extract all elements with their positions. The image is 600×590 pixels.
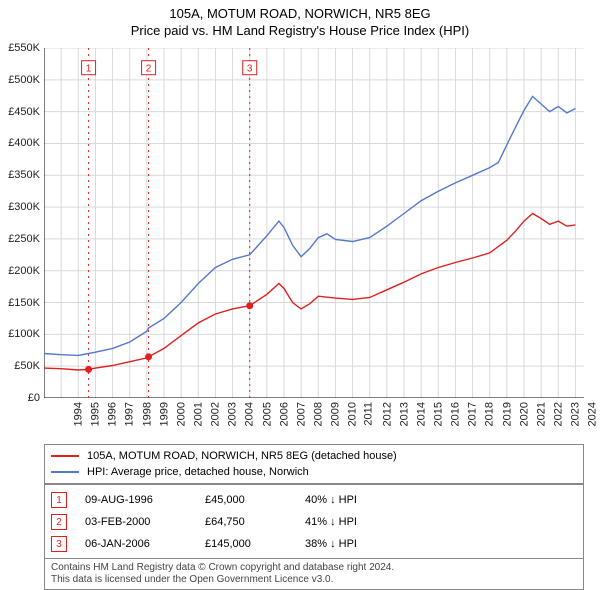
chart-svg: 1 2 3 — [44, 48, 584, 398]
legend-label: HPI: Average price, detached house, Norw… — [87, 466, 309, 478]
x-tick-label: 2012 — [381, 402, 393, 426]
event-row: 1 09-AUG-1996£45,00040% ↓ HPI — [45, 489, 583, 511]
x-tick-label: 2005 — [261, 402, 273, 426]
x-tick-label: 2011 — [363, 402, 375, 426]
event-date: 09-AUG-1996 — [85, 494, 205, 506]
x-tick-label: 2023 — [570, 402, 582, 426]
x-tick-label: 2020 — [518, 402, 530, 426]
y-tick-label: £100K — [0, 328, 40, 340]
x-tick-label: 1995 — [90, 402, 102, 426]
x-tick-label: 2007 — [295, 402, 307, 426]
x-tick-label: 2001 — [192, 402, 204, 426]
x-tick-label: 2017 — [467, 402, 479, 426]
legend-box: 105A, MOTUM ROAD, NORWICH, NR5 8EG (deta… — [44, 444, 584, 484]
chart-subtitle: Price paid vs. HM Land Registry's House … — [0, 21, 600, 42]
y-tick-label: £0 — [0, 392, 40, 404]
y-tick-label: £400K — [0, 137, 40, 149]
x-tick-label: 2015 — [432, 402, 444, 426]
x-tick-label: 2013 — [398, 402, 410, 426]
y-tick-label: £250K — [0, 233, 40, 245]
y-tick-label: £50K — [0, 360, 40, 372]
x-tick-label: 2021 — [535, 402, 547, 426]
x-tick-label: 2009 — [330, 402, 342, 426]
x-tick-label: 2019 — [501, 402, 513, 426]
legend-row: HPI: Average price, detached house, Norw… — [51, 464, 577, 480]
x-tick-label: 2000 — [175, 402, 187, 426]
y-tick-label: £200K — [0, 265, 40, 277]
event-marker-icon: 3 — [51, 536, 67, 552]
x-tick-label: 2004 — [244, 402, 256, 426]
event-date: 06-JAN-2006 — [85, 538, 205, 550]
credits-box: Contains HM Land Registry data © Crown c… — [44, 558, 584, 590]
x-tick-label: 2010 — [347, 402, 359, 426]
events-box: 1 09-AUG-1996£45,00040% ↓ HPI 2 03-FEB-2000… — [44, 484, 584, 560]
y-tick-label: £350K — [0, 169, 40, 181]
y-tick-label: £500K — [0, 74, 40, 86]
legend-row: 105A, MOTUM ROAD, NORWICH, NR5 8EG (deta… — [51, 448, 577, 464]
x-tick-label: 2008 — [312, 402, 324, 426]
x-tick-label: 2006 — [278, 402, 290, 426]
event-delta: 38% ↓ HPI — [305, 538, 425, 550]
x-tick-label: 1999 — [158, 402, 170, 426]
svg-text:3: 3 — [247, 64, 253, 75]
event-delta: 41% ↓ HPI — [305, 516, 425, 528]
credits-line1: Contains HM Land Registry data © Crown c… — [51, 562, 577, 574]
chart-plot-area: 1 2 3 — [44, 48, 584, 398]
y-tick-label: £150K — [0, 297, 40, 309]
event-row: 3 06-JAN-2006£145,00038% ↓ HPI — [45, 533, 583, 555]
event-price: £45,000 — [205, 494, 305, 506]
x-tick-label: 2014 — [415, 402, 427, 426]
event-price: £145,000 — [205, 538, 305, 550]
x-tick-label: 2024 — [587, 402, 599, 426]
x-tick-label: 1998 — [141, 402, 153, 426]
svg-text:1: 1 — [86, 64, 92, 75]
legend-swatch — [51, 455, 79, 457]
x-tick-label: 1997 — [124, 402, 136, 426]
x-tick-label: 2003 — [227, 402, 239, 426]
event-marker-icon: 2 — [51, 514, 67, 530]
legend-swatch — [51, 471, 79, 473]
event-price: £64,750 — [205, 516, 305, 528]
y-tick-label: £450K — [0, 106, 40, 118]
event-row: 2 03-FEB-2000£64,75041% ↓ HPI — [45, 511, 583, 533]
event-date: 03-FEB-2000 — [85, 516, 205, 528]
x-axis-labels: 1994 1995 1996 1997 1998 1999 2000 2001 2002 2003… — [44, 400, 584, 450]
legend-label: 105A, MOTUM ROAD, NORWICH, NR5 8EG (deta… — [87, 450, 397, 462]
x-tick-label: 2018 — [484, 402, 496, 426]
x-tick-label: 1996 — [107, 402, 119, 426]
y-tick-label: £550K — [0, 42, 40, 54]
x-tick-label: 2022 — [552, 402, 564, 426]
event-delta: 40% ↓ HPI — [305, 494, 425, 506]
x-tick-label: 2002 — [210, 402, 222, 426]
chart-title: 105A, MOTUM ROAD, NORWICH, NR5 8EG — [0, 0, 600, 21]
svg-text:2: 2 — [146, 64, 152, 75]
x-tick-label: 2016 — [450, 402, 462, 426]
credits-line2: This data is licensed under the Open Gov… — [51, 574, 577, 586]
y-tick-label: £300K — [0, 201, 40, 213]
event-marker-icon: 1 — [51, 492, 67, 508]
x-tick-label: 1994 — [72, 402, 84, 426]
